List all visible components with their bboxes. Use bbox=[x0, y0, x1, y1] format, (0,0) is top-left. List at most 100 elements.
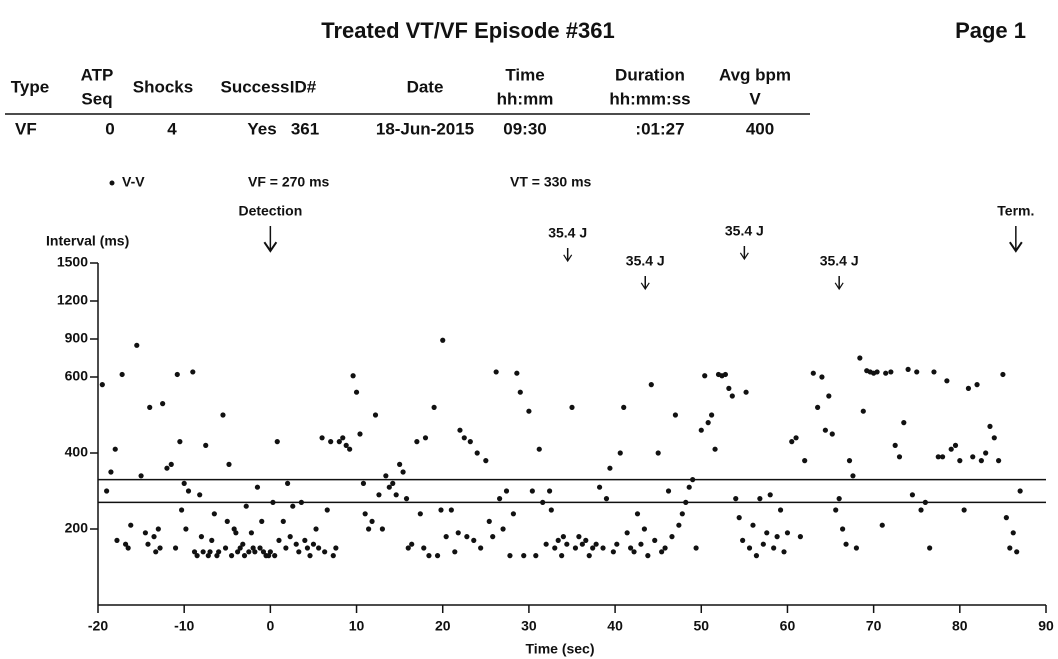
point bbox=[555, 537, 561, 544]
point bbox=[600, 545, 606, 551]
point bbox=[147, 404, 153, 410]
point bbox=[722, 371, 729, 378]
point bbox=[207, 549, 213, 555]
point bbox=[617, 450, 623, 456]
point bbox=[405, 545, 411, 551]
point bbox=[757, 496, 763, 502]
point bbox=[826, 393, 832, 399]
point bbox=[948, 446, 954, 452]
point bbox=[810, 370, 816, 376]
title: Treated VT/VF Episode #361 bbox=[321, 18, 614, 43]
point bbox=[421, 545, 427, 551]
point bbox=[151, 534, 157, 540]
point bbox=[319, 435, 325, 441]
point bbox=[293, 541, 299, 547]
point bbox=[860, 408, 866, 414]
point bbox=[198, 534, 205, 540]
point bbox=[471, 537, 477, 544]
column-header: Duration bbox=[615, 65, 685, 84]
point bbox=[802, 458, 808, 464]
point bbox=[529, 488, 535, 494]
point bbox=[624, 530, 630, 536]
point bbox=[583, 537, 589, 544]
point bbox=[383, 473, 389, 479]
annotation: 35.4 J bbox=[725, 223, 764, 239]
point bbox=[467, 439, 473, 445]
cell: 400 bbox=[746, 119, 774, 138]
point bbox=[771, 545, 777, 551]
point bbox=[366, 526, 372, 532]
column-header: Date bbox=[407, 77, 444, 96]
point bbox=[386, 484, 392, 490]
cell: 09:30 bbox=[503, 119, 546, 138]
point bbox=[330, 553, 336, 559]
column-header: hh:mm bbox=[497, 89, 554, 108]
point bbox=[1010, 530, 1016, 536]
point bbox=[185, 488, 192, 494]
point bbox=[248, 530, 255, 536]
point bbox=[490, 534, 496, 540]
point bbox=[240, 541, 246, 547]
point bbox=[157, 545, 163, 551]
point bbox=[340, 435, 346, 441]
x-tick-label: 40 bbox=[607, 618, 623, 634]
point bbox=[254, 484, 261, 490]
point bbox=[448, 507, 454, 513]
point bbox=[138, 473, 144, 479]
threshold-label: VF = 270 ms bbox=[248, 174, 330, 190]
point bbox=[965, 385, 972, 391]
point bbox=[457, 427, 463, 433]
point bbox=[99, 382, 105, 388]
point bbox=[631, 549, 637, 555]
point bbox=[533, 553, 539, 559]
point bbox=[507, 553, 513, 559]
point bbox=[369, 518, 375, 525]
point bbox=[939, 454, 946, 460]
point bbox=[760, 541, 766, 547]
point bbox=[296, 549, 302, 555]
point bbox=[659, 549, 665, 555]
point bbox=[431, 404, 437, 410]
point bbox=[634, 511, 641, 517]
point bbox=[698, 427, 704, 433]
point bbox=[607, 465, 613, 471]
x-tick-label: 0 bbox=[266, 618, 274, 634]
point bbox=[767, 492, 773, 498]
point bbox=[270, 499, 276, 505]
point bbox=[935, 454, 941, 460]
point bbox=[426, 553, 432, 559]
point bbox=[638, 541, 644, 547]
point bbox=[174, 371, 180, 378]
point bbox=[896, 454, 903, 460]
point bbox=[194, 553, 200, 559]
point bbox=[379, 526, 385, 532]
column-header: Seq bbox=[81, 89, 112, 108]
point bbox=[376, 492, 382, 498]
point bbox=[559, 553, 565, 559]
point bbox=[777, 507, 784, 513]
point bbox=[128, 522, 134, 528]
annotation-arrowhead bbox=[739, 252, 749, 261]
y-tick-label: 1500 bbox=[57, 254, 88, 270]
point bbox=[455, 530, 461, 536]
legend-label: V-V bbox=[122, 174, 145, 190]
point bbox=[521, 553, 527, 559]
point bbox=[905, 366, 911, 372]
point bbox=[922, 499, 928, 505]
point bbox=[579, 541, 585, 547]
point bbox=[302, 537, 308, 544]
point bbox=[164, 465, 170, 471]
point bbox=[819, 374, 825, 380]
legend-marker bbox=[109, 180, 115, 186]
x-tick-label: 70 bbox=[866, 618, 882, 634]
point bbox=[403, 496, 410, 502]
point bbox=[343, 442, 349, 448]
point bbox=[197, 492, 203, 498]
point bbox=[400, 469, 406, 475]
point bbox=[702, 373, 708, 379]
point bbox=[493, 369, 499, 375]
point bbox=[153, 549, 159, 555]
point bbox=[452, 549, 458, 555]
point bbox=[280, 518, 286, 525]
